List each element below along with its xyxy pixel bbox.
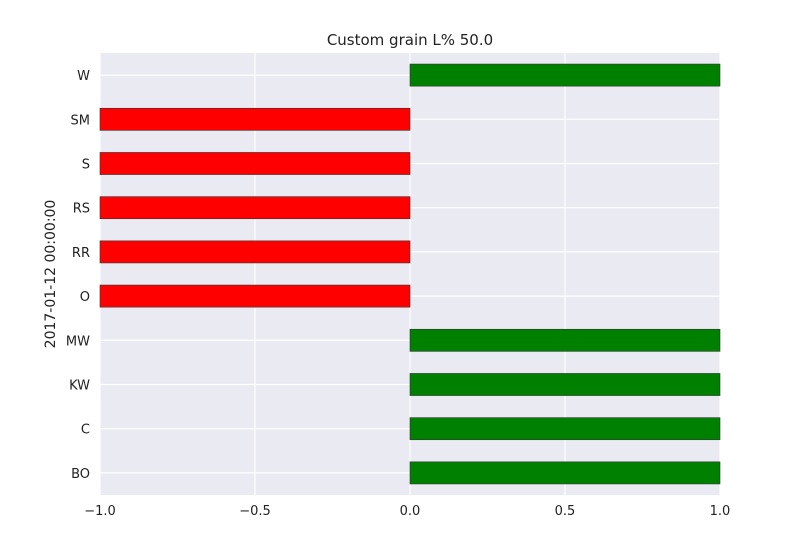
bar-s (99, 152, 411, 175)
x-tick-label: 1.0 (710, 504, 731, 519)
bar-w (409, 63, 721, 87)
y-tick-label: O (80, 290, 90, 305)
bar-rr (99, 240, 411, 264)
y-tick-label: SM (71, 113, 90, 128)
bars (99, 63, 721, 485)
x-tick-label: −0.5 (239, 504, 271, 519)
bar-mw (409, 328, 721, 352)
y-tick-label: W (77, 69, 90, 84)
y-tick-label: S (82, 158, 90, 173)
y-tick-label: RR (72, 246, 90, 261)
bar-bo (409, 461, 721, 485)
x-tick-label: −1.0 (84, 504, 116, 519)
y-tick-label: KW (69, 379, 90, 394)
y-axis-label: 2017-01-12 00:00:00 (43, 200, 59, 349)
bar-sm (99, 107, 411, 131)
y-tick-label: C (81, 423, 90, 438)
x-tick-labels: −1.0 −0.5 0.0 0.5 1.0 (84, 504, 730, 519)
x-tick-label: 0.5 (555, 504, 576, 519)
y-tick-label: RS (73, 202, 90, 217)
y-tick-label: MW (66, 334, 90, 349)
y-tick-label: BO (71, 467, 90, 482)
bar-c (409, 417, 721, 441)
x-tick-label: 0.0 (400, 504, 421, 519)
chart-title: Custom grain L% 50.0 (327, 31, 493, 49)
bar-o (99, 284, 411, 308)
bar-kw (409, 373, 721, 396)
bar-rs (99, 196, 411, 220)
y-tick-labels: W SM S RS RR O MW KW C BO (66, 69, 90, 482)
